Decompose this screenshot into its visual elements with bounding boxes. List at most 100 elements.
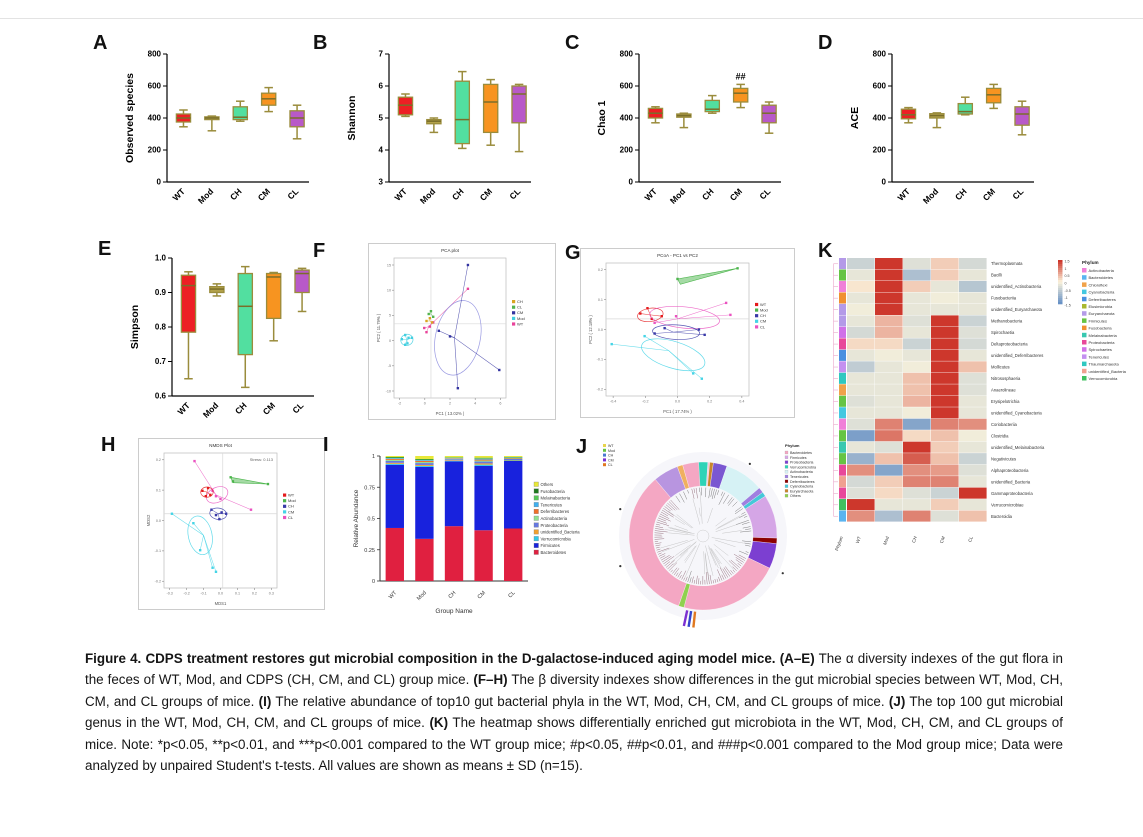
svg-text:unidentified_Cyanobacteria: unidentified_Cyanobacteria — [991, 410, 1042, 415]
svg-text:Euryarchaeota: Euryarchaeota — [790, 489, 813, 493]
svg-text:WT: WT — [175, 400, 192, 417]
panel-label-e: E — [98, 238, 112, 260]
svg-text:Bacteroidetes: Bacteroidetes — [790, 451, 812, 455]
svg-text:Mod: Mod — [201, 400, 220, 419]
svg-text:200: 200 — [873, 146, 887, 155]
svg-text:800: 800 — [620, 50, 634, 59]
svg-text:6: 6 — [379, 82, 384, 91]
svg-text:-0.3: -0.3 — [166, 592, 172, 596]
svg-text:-0.2: -0.2 — [155, 580, 161, 584]
svg-text:1: 1 — [1065, 267, 1067, 271]
svg-text:Mod: Mod — [921, 186, 940, 205]
svg-text:0.2: 0.2 — [156, 458, 161, 462]
svg-text:unidentified_Euryarchaeota: unidentified_Euryarchaeota — [991, 307, 1043, 312]
svg-text:Deferribacteres: Deferribacteres — [541, 509, 570, 514]
svg-text:Actinobacteria: Actinobacteria — [541, 516, 568, 521]
svg-text:0: 0 — [372, 579, 375, 585]
svg-text:Proteobacteria: Proteobacteria — [1089, 340, 1116, 345]
svg-text:Tenericutes: Tenericutes — [790, 475, 809, 479]
caption-part: Figure 4. CDPS treatment restores gut mi… — [85, 651, 780, 666]
svg-text:0.6: 0.6 — [155, 392, 167, 401]
svg-text:Coriobacteriia: Coriobacteriia — [991, 422, 1018, 427]
svg-text:200: 200 — [148, 146, 162, 155]
svg-text:CH: CH — [608, 454, 614, 458]
svg-text:Mod: Mod — [418, 186, 437, 205]
svg-text:Fusobacteriia: Fusobacteriia — [991, 296, 1017, 301]
boxplot-shannon: 3 4 5 6 7 Shannon WT Mod CH CM CL — [346, 50, 531, 206]
svg-text:Elusimicrobia: Elusimicrobia — [1089, 304, 1114, 309]
svg-text:CM: CM — [478, 186, 494, 202]
svg-text:Melainabacteria: Melainabacteria — [1089, 333, 1118, 338]
svg-text:Group Name: Group Name — [435, 608, 473, 615]
svg-text:0.5: 0.5 — [1065, 274, 1070, 278]
svg-text:Tenericutes: Tenericutes — [1089, 354, 1109, 359]
svg-text:unidentified_Bacteria: unidentified_Bacteria — [541, 530, 581, 535]
svg-text:Bacteroidia: Bacteroidia — [991, 514, 1013, 519]
svg-text:4: 4 — [474, 402, 476, 406]
svg-text:Mod: Mod — [196, 186, 215, 205]
svg-text:Relative Abundance: Relative Abundance — [353, 489, 360, 547]
svg-text:Cyanobacteria: Cyanobacteria — [1089, 290, 1116, 295]
svg-text:CM: CM — [728, 186, 744, 202]
panel-label-b: B — [313, 32, 328, 54]
svg-text:1: 1 — [372, 454, 375, 460]
svg-text:2: 2 — [449, 402, 451, 406]
svg-text:0.5: 0.5 — [367, 517, 375, 523]
svg-text:CM: CM — [981, 186, 997, 202]
svg-text:Anaerolineae: Anaerolineae — [991, 388, 1016, 393]
top-divider — [0, 18, 1143, 19]
panel-label-f: F — [313, 240, 326, 262]
svg-text:WT: WT — [388, 590, 399, 601]
svg-text:WT: WT — [288, 493, 295, 498]
svg-text:0: 0 — [424, 402, 426, 406]
svg-text:1.5: 1.5 — [1065, 260, 1070, 264]
svg-text:CH: CH — [450, 186, 466, 202]
svg-text:unidentified_Bacteria: unidentified_Bacteria — [991, 479, 1031, 484]
svg-text:CL: CL — [757, 186, 772, 201]
svg-text:WT: WT — [642, 186, 659, 203]
svg-text:MDS1: MDS1 — [215, 601, 227, 606]
svg-text:CM: CM — [256, 186, 272, 202]
svg-text:WT: WT — [170, 186, 187, 203]
svg-text:unidentified_Bacteria: unidentified_Bacteria — [1089, 369, 1127, 374]
caption-part: (I) — [258, 693, 272, 709]
svg-text:800: 800 — [148, 50, 162, 59]
caption-part: The heatmap shows differentially enriche… — [85, 715, 1063, 774]
svg-text:Mod: Mod — [416, 590, 428, 602]
svg-text:Mollicutes: Mollicutes — [991, 365, 1010, 370]
svg-text:Others: Others — [541, 482, 554, 487]
svg-text:PC2 ( 12.18% ): PC2 ( 12.18% ) — [588, 315, 593, 344]
panel-label-h: H — [101, 434, 116, 456]
svg-text:unidentified_Deferribacteres: unidentified_Deferribacteres — [991, 353, 1043, 358]
panel-label-a: A — [93, 32, 108, 54]
caption-part: The α diversity indexes of the gut flora… — [85, 651, 1063, 688]
svg-text:CH: CH — [448, 590, 458, 600]
svg-text:Fusobacteria: Fusobacteria — [1089, 326, 1113, 331]
svg-text:CH: CH — [911, 536, 918, 544]
svg-text:Melainabacteria: Melainabacteria — [541, 496, 571, 501]
svg-text:-0.2: -0.2 — [183, 592, 189, 596]
svg-text:CH: CH — [233, 400, 249, 416]
svg-text:NMDS Plot: NMDS Plot — [209, 443, 232, 448]
svg-text:Mod: Mod — [608, 449, 615, 453]
svg-text:PC1 ( 17.74% ): PC1 ( 17.74% ) — [663, 409, 692, 414]
svg-text:600: 600 — [148, 82, 162, 91]
svg-text:Phylum: Phylum — [834, 535, 844, 551]
svg-text:CL: CL — [507, 186, 522, 201]
svg-text:Observed species: Observed species — [124, 73, 136, 163]
svg-text:Clostridia: Clostridia — [991, 433, 1009, 438]
svg-text:Phylum: Phylum — [785, 443, 800, 448]
svg-text:Chloroflexi: Chloroflexi — [1089, 282, 1108, 287]
svg-text:Nitrososphaeria: Nitrososphaeria — [991, 376, 1021, 381]
svg-text:Stress: 0.113: Stress: 0.113 — [250, 457, 274, 462]
svg-text:Alphaproteobacteria: Alphaproteobacteria — [991, 468, 1029, 473]
svg-text:Actinobacteria: Actinobacteria — [1089, 268, 1115, 273]
svg-text:CH: CH — [700, 186, 716, 202]
svg-text:Euryarchaeota: Euryarchaeota — [1089, 311, 1116, 316]
svg-text:0.2: 0.2 — [598, 268, 603, 272]
svg-text:Firmicutes: Firmicutes — [1089, 318, 1107, 323]
svg-text:Thermoplasmata: Thermoplasmata — [991, 261, 1023, 266]
svg-text:Verrucomicrobia: Verrucomicrobia — [790, 465, 816, 469]
svg-text:CM: CM — [517, 310, 523, 315]
